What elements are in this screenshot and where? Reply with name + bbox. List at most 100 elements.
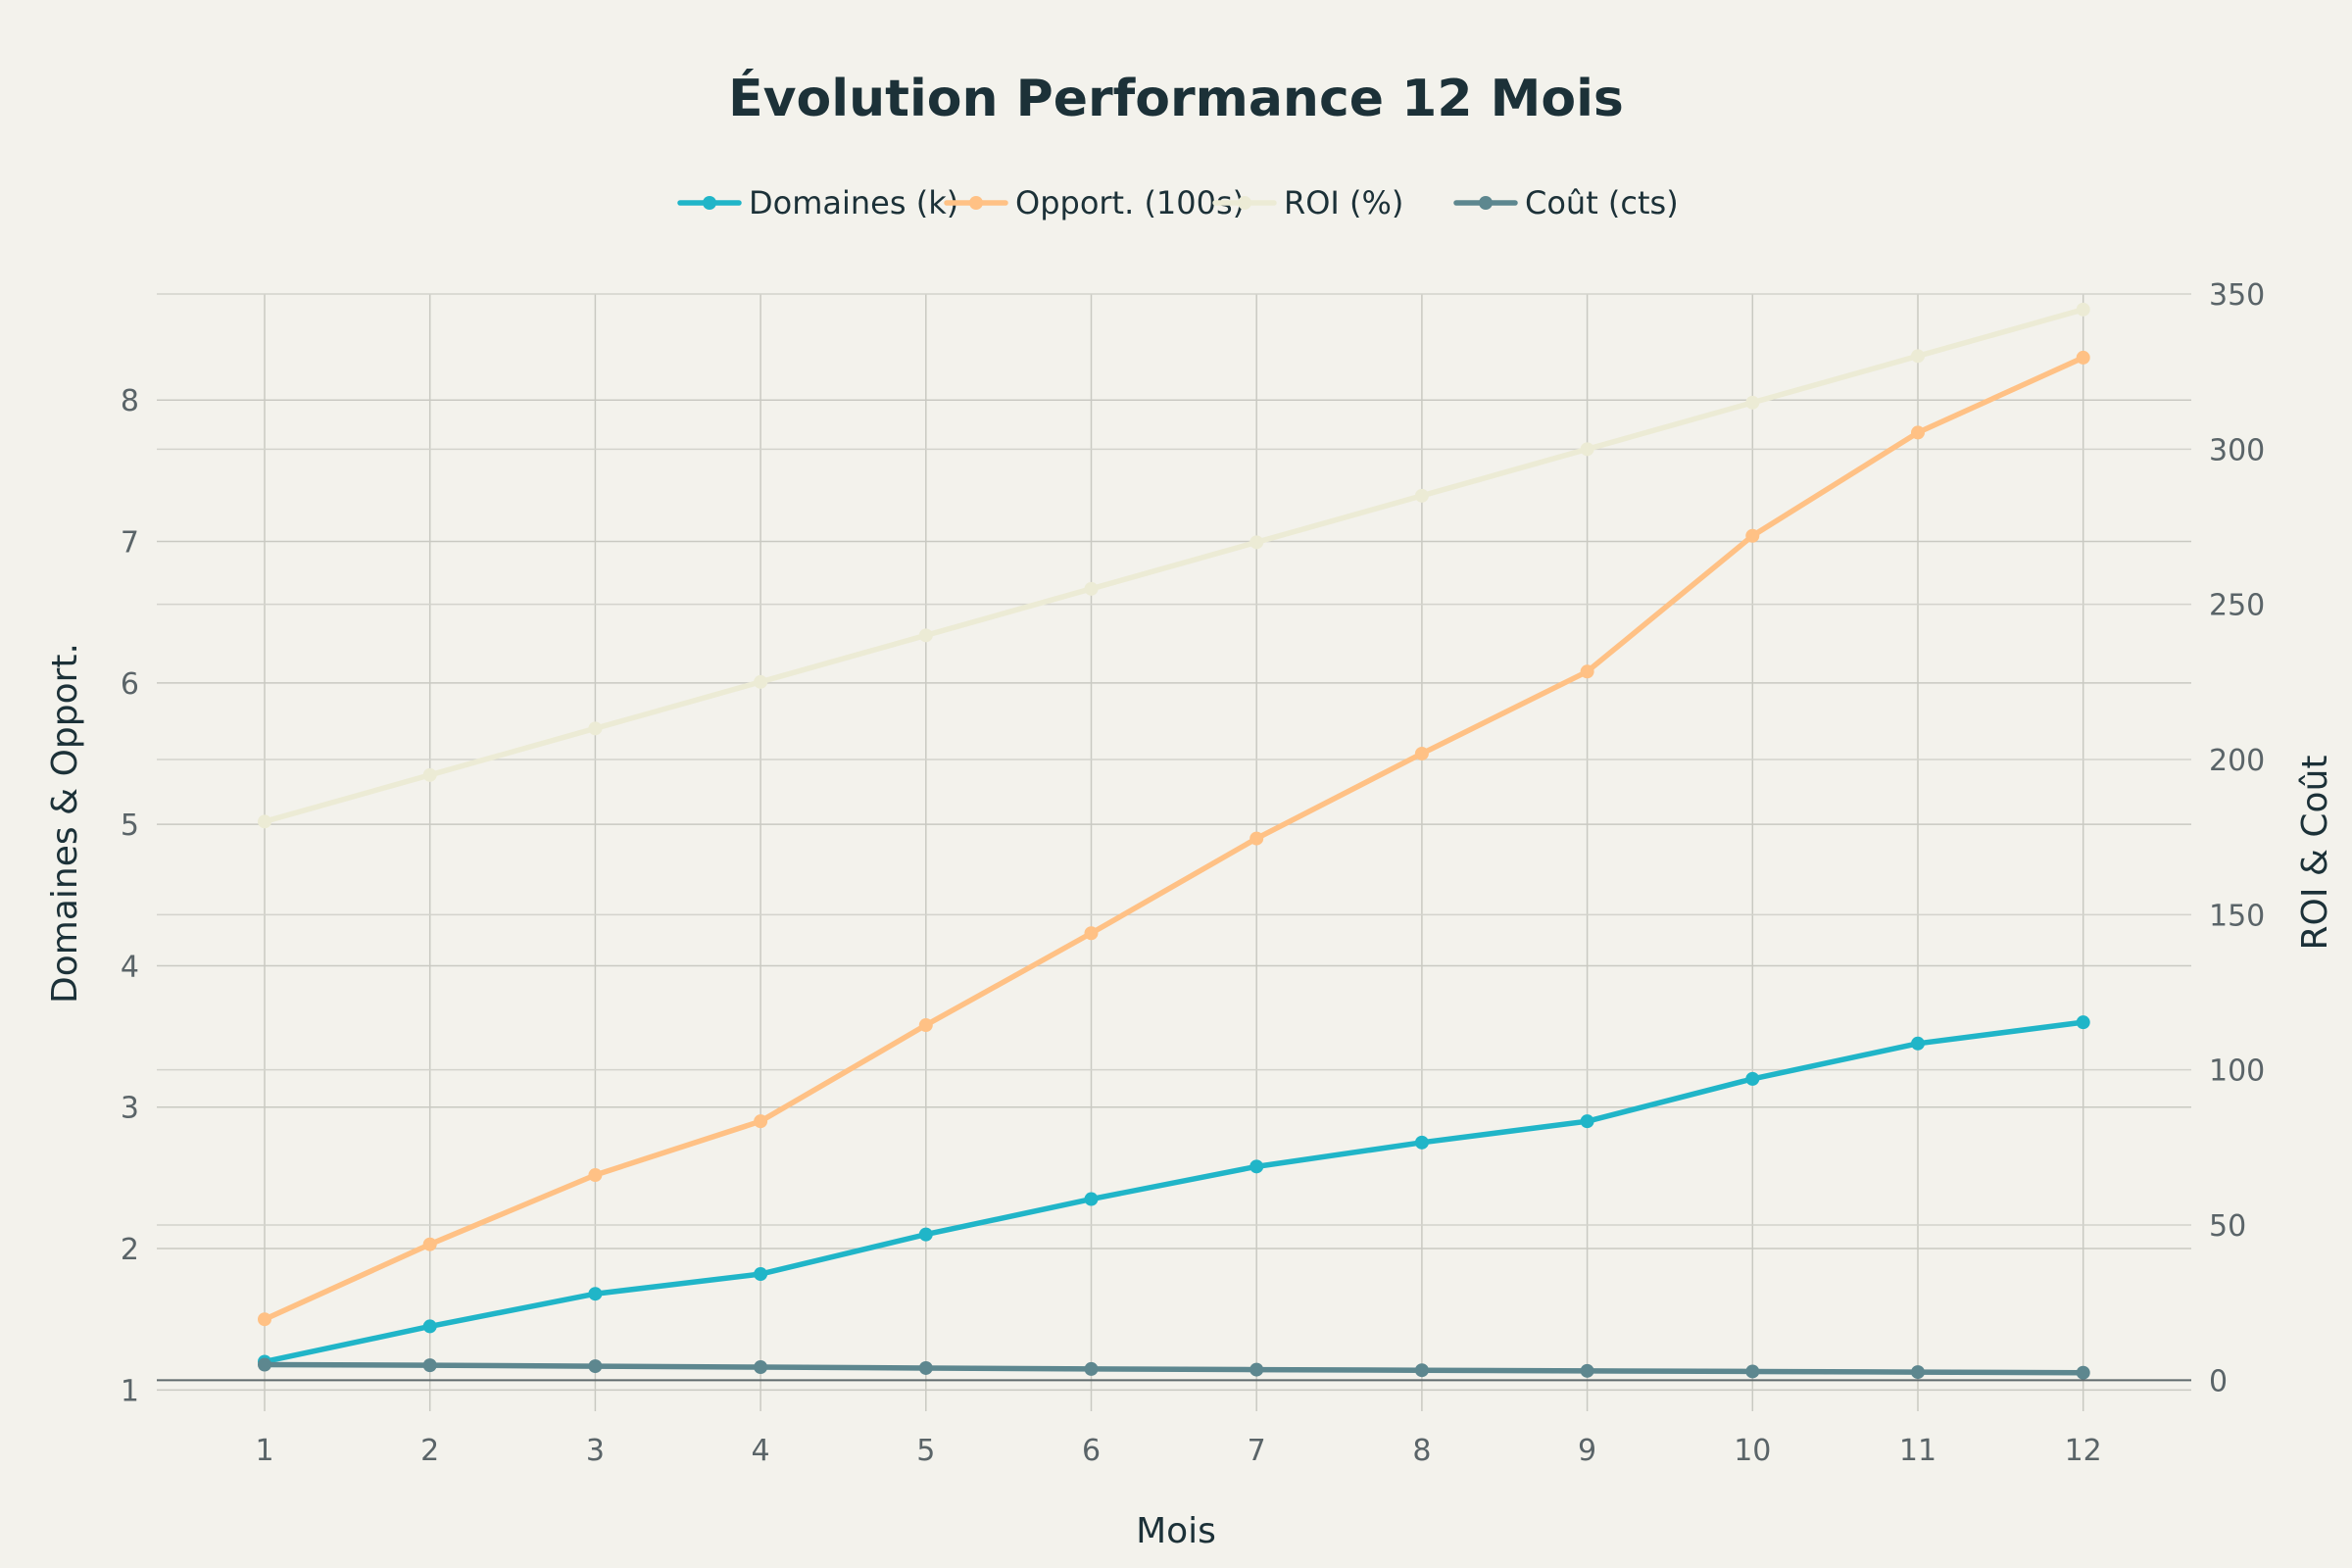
legend: Domaines (k) Opport. (100s) ROI (%) Coût (c… xyxy=(677,184,1679,221)
y-right-axis-title: ROI & Coût xyxy=(2295,755,2335,950)
data-point xyxy=(1745,528,1760,543)
y-left-tick-label: 3 xyxy=(121,1092,139,1126)
data-point xyxy=(918,628,933,643)
chart-title: Évolution Performance 12 Mois xyxy=(728,69,1624,128)
x-tick-label: 8 xyxy=(1412,1434,1431,1468)
data-point xyxy=(754,1267,768,1282)
data-point xyxy=(1414,1363,1429,1378)
data-point xyxy=(1911,1365,1925,1380)
data-point xyxy=(1084,1192,1099,1206)
data-point xyxy=(2076,1015,2090,1030)
x-tick-label: 10 xyxy=(1734,1434,1771,1468)
data-point xyxy=(1250,1362,1264,1377)
data-point xyxy=(1911,425,1925,440)
x-tick-label: 7 xyxy=(1248,1434,1266,1468)
y-right-tick-label: 0 xyxy=(2209,1364,2228,1398)
y-right-tick-label: 100 xyxy=(2209,1054,2265,1089)
data-point xyxy=(1250,831,1264,846)
data-point xyxy=(1745,1071,1760,1086)
series-domaines-k xyxy=(258,1015,2090,1369)
data-point xyxy=(258,1312,271,1327)
data-point xyxy=(1911,1036,1925,1051)
series-co-t-cts xyxy=(258,1357,2090,1380)
legend-label: Coût (cts) xyxy=(1525,184,1679,221)
data-point xyxy=(2076,350,2090,365)
series-line xyxy=(262,355,2086,1322)
data-point xyxy=(1414,488,1429,503)
y-left-tick-label: 5 xyxy=(121,808,139,843)
x-tick-label: 4 xyxy=(752,1434,770,1468)
y-left-tick-label: 4 xyxy=(121,950,139,984)
y-right-tick-label: 200 xyxy=(2209,744,2265,778)
y-right-tick-label: 350 xyxy=(2209,278,2265,313)
data-point xyxy=(918,1227,933,1242)
legend-label: Opport. (100s) xyxy=(1015,184,1245,221)
series-roi xyxy=(258,302,2090,829)
x-tick-label: 9 xyxy=(1578,1434,1596,1468)
series-opport-100s xyxy=(258,350,2090,1327)
legend-item[interactable]: Coût (cts) xyxy=(1453,184,1679,221)
data-point xyxy=(1250,1159,1264,1174)
data-point xyxy=(1745,1364,1760,1379)
data-point xyxy=(1414,746,1429,760)
data-point xyxy=(588,1287,603,1301)
data-point xyxy=(754,1360,768,1375)
data-point xyxy=(1084,926,1099,941)
data-point xyxy=(918,1360,933,1375)
x-tick-label: 3 xyxy=(586,1434,605,1468)
x-tick-label: 5 xyxy=(916,1434,935,1468)
data-point xyxy=(1084,1361,1099,1376)
data-point xyxy=(588,1168,603,1183)
y-left-tick-label: 8 xyxy=(121,384,139,418)
legend-label: Domaines (k) xyxy=(749,184,958,221)
data-point xyxy=(2076,1365,2090,1380)
series-line xyxy=(262,1019,2086,1365)
data-point xyxy=(1084,581,1099,596)
y-right-tick-label: 50 xyxy=(2209,1209,2246,1244)
data-point xyxy=(1911,349,1925,364)
legend-swatch-marker xyxy=(969,196,983,210)
data-point xyxy=(1580,1114,1594,1129)
data-point xyxy=(1580,664,1594,679)
data-point xyxy=(754,1114,768,1129)
data-point xyxy=(422,1237,437,1251)
legend-swatch-marker xyxy=(703,196,716,210)
x-tick-label: 1 xyxy=(255,1434,273,1468)
data-point xyxy=(918,1018,933,1033)
legend-label: ROI (%) xyxy=(1284,184,1403,221)
x-axis-title: Mois xyxy=(1136,1511,1216,1551)
legend-swatch-marker xyxy=(1479,196,1493,210)
legend-item[interactable]: Domaines (k) xyxy=(677,184,958,221)
data-point xyxy=(422,1319,437,1334)
data-point xyxy=(258,814,271,829)
x-tick-label: 6 xyxy=(1082,1434,1101,1468)
x-tick-label: 2 xyxy=(420,1434,439,1468)
data-point xyxy=(422,767,437,782)
legend-item[interactable]: Opport. (100s) xyxy=(944,184,1245,221)
y-left-tick-label: 7 xyxy=(121,526,139,561)
y-right-tick-label: 300 xyxy=(2209,433,2265,467)
y-right-tick-label: 250 xyxy=(2209,589,2265,623)
data-point xyxy=(754,674,768,689)
ticks: 1 2 3 4 5 6 7 8 9 10 11 121234567805010015020025030… xyxy=(121,278,2265,1468)
data-point xyxy=(1250,535,1264,550)
y-left-axis-title: Domaines & Opport. xyxy=(45,643,85,1004)
series-group xyxy=(258,302,2090,1380)
legend-swatch-marker xyxy=(1238,196,1251,210)
data-point xyxy=(1580,442,1594,457)
data-point xyxy=(588,721,603,736)
legend-item[interactable]: ROI (%) xyxy=(1212,184,1403,221)
y-right-tick-label: 150 xyxy=(2209,899,2265,933)
data-point xyxy=(258,1357,271,1372)
y-left-tick-label: 2 xyxy=(121,1233,139,1267)
series-line xyxy=(262,1361,2086,1376)
data-point xyxy=(1745,395,1760,410)
data-point xyxy=(422,1358,437,1373)
data-point xyxy=(1414,1135,1429,1150)
data-point xyxy=(1580,1363,1594,1378)
y-left-tick-label: 1 xyxy=(121,1374,139,1408)
x-tick-label: 12 xyxy=(2065,1434,2102,1468)
series-line xyxy=(262,307,2086,825)
data-point xyxy=(588,1359,603,1374)
